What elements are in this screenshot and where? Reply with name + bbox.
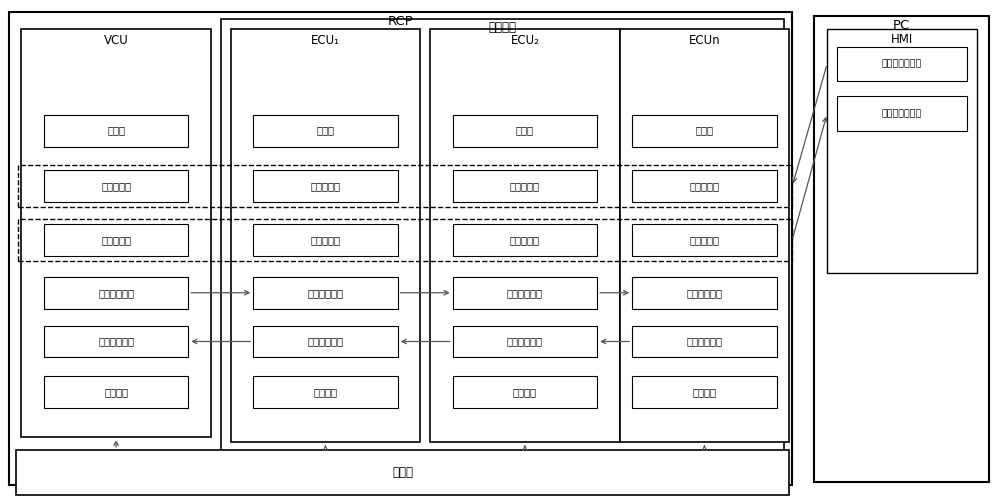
Bar	[16, 450, 789, 495]
Bar	[44, 170, 188, 202]
Text: 参数集: 参数集	[316, 125, 334, 135]
Bar	[814, 16, 989, 482]
Text: RCP: RCP	[388, 15, 414, 28]
Text: 控制变量集: 控制变量集	[101, 181, 131, 191]
Bar	[253, 224, 398, 256]
Text: 主程序: 主程序	[392, 466, 413, 479]
Text: 控制程序: 控制程序	[692, 387, 716, 397]
Text: 状态变量输出区: 状态变量输出区	[882, 109, 922, 118]
Bar	[632, 170, 777, 202]
Text: 报文接收程序: 报文接收程序	[686, 288, 722, 298]
Text: PC: PC	[893, 19, 910, 32]
Bar	[632, 224, 777, 256]
Bar	[453, 277, 597, 309]
Bar	[453, 170, 597, 202]
Text: ECUn: ECUn	[689, 34, 720, 47]
Bar	[632, 376, 777, 408]
Text: 控制变量输入区: 控制变量输入区	[882, 60, 922, 69]
Bar	[253, 170, 398, 202]
Text: 控制程序: 控制程序	[104, 387, 128, 397]
Text: 控制变量集: 控制变量集	[689, 181, 719, 191]
Text: VCU: VCU	[104, 34, 128, 47]
Bar	[253, 115, 398, 146]
Text: 运行环境: 运行环境	[488, 21, 516, 34]
Text: 控制变量集: 控制变量集	[510, 181, 540, 191]
Bar	[837, 47, 967, 82]
Text: 参数集: 参数集	[695, 125, 713, 135]
Bar	[44, 376, 188, 408]
Text: 参数集: 参数集	[516, 125, 534, 135]
Bar	[18, 219, 792, 261]
Bar	[453, 115, 597, 146]
Bar	[632, 115, 777, 146]
Text: 状态变量集: 状态变量集	[310, 235, 340, 245]
Bar	[430, 29, 620, 442]
Text: 报文接收程序: 报文接收程序	[307, 288, 343, 298]
Bar	[620, 29, 789, 442]
Text: 报文接收程序: 报文接收程序	[507, 288, 543, 298]
Text: 控制程序: 控制程序	[513, 387, 537, 397]
Text: 参数集: 参数集	[107, 125, 125, 135]
Text: 控制变量集: 控制变量集	[310, 181, 340, 191]
Text: HMI: HMI	[891, 33, 913, 46]
Bar	[253, 326, 398, 358]
Bar	[253, 376, 398, 408]
Bar	[827, 29, 977, 273]
Text: 报文发送程序: 报文发送程序	[507, 337, 543, 347]
Bar	[44, 224, 188, 256]
Text: 状态变量集: 状态变量集	[689, 235, 719, 245]
Text: 状态变量集: 状态变量集	[101, 235, 131, 245]
Bar	[221, 19, 784, 452]
Text: 报文发送程序: 报文发送程序	[686, 337, 722, 347]
Bar	[44, 326, 188, 358]
Bar	[21, 29, 211, 437]
Text: ECU₁: ECU₁	[311, 34, 340, 47]
Text: 状态变量集: 状态变量集	[510, 235, 540, 245]
Bar	[253, 277, 398, 309]
Bar	[837, 96, 967, 131]
Text: 报文发送程序: 报文发送程序	[307, 337, 343, 347]
Text: 报文接收程序: 报文接收程序	[98, 337, 134, 347]
Bar	[231, 29, 420, 442]
Bar	[453, 326, 597, 358]
Bar	[9, 12, 792, 485]
Bar	[453, 376, 597, 408]
Text: ECU₂: ECU₂	[510, 34, 539, 47]
Bar	[18, 165, 792, 207]
Bar	[44, 115, 188, 146]
Bar	[453, 224, 597, 256]
Text: 报文发送程序: 报文发送程序	[98, 288, 134, 298]
Text: 控制程序: 控制程序	[313, 387, 337, 397]
Bar	[632, 326, 777, 358]
Bar	[632, 277, 777, 309]
Bar	[44, 277, 188, 309]
